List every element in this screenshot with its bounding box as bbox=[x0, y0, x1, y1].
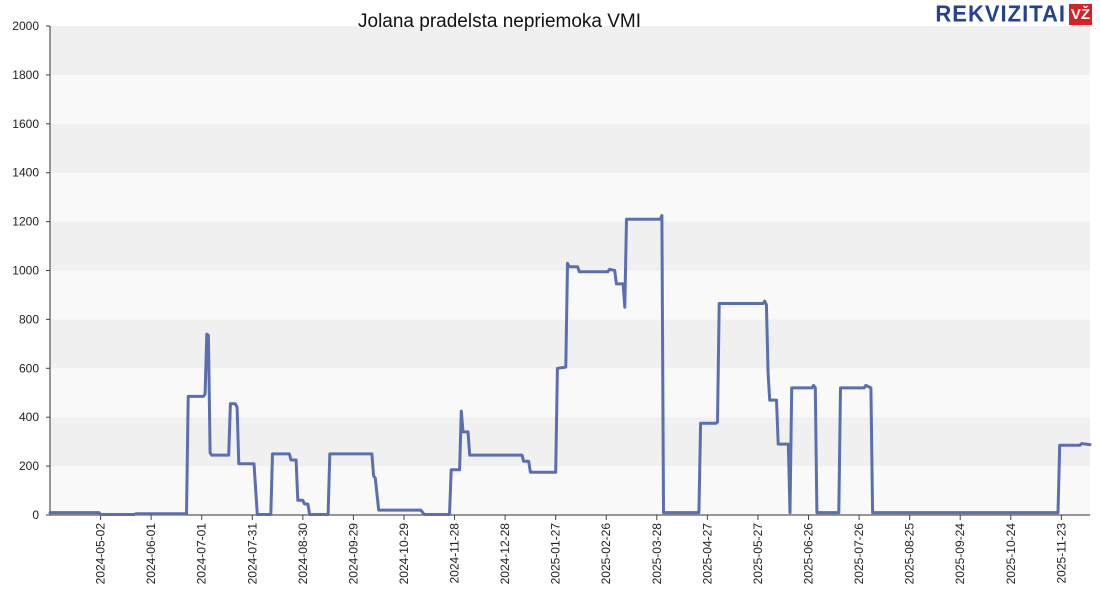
y-tick-label: 1000 bbox=[12, 264, 39, 278]
x-tick-label: 2025-07-26 bbox=[852, 523, 866, 585]
x-tick-label: 2024-07-31 bbox=[245, 523, 259, 585]
x-tick-label: 2024-09-29 bbox=[346, 523, 360, 585]
x-tick-label: 2024-10-29 bbox=[397, 523, 411, 585]
y-tick-label: 400 bbox=[19, 410, 39, 424]
x-tick-label: 2025-06-26 bbox=[802, 523, 816, 585]
x-tick-label: 2025-04-27 bbox=[700, 523, 714, 585]
grid-band bbox=[50, 221, 1090, 271]
x-tick-label: 2024-07-01 bbox=[195, 523, 209, 585]
y-tick-label: 800 bbox=[19, 312, 39, 326]
y-tick-label: 1200 bbox=[12, 215, 39, 229]
x-axis-area bbox=[0, 515, 1100, 590]
grid-band bbox=[50, 172, 1090, 222]
y-tick-label: 1400 bbox=[12, 166, 39, 180]
x-tick-label: 2025-01-27 bbox=[549, 523, 563, 585]
grid-band bbox=[50, 368, 1090, 418]
grid-band bbox=[50, 74, 1090, 124]
y-tick-label: 0 bbox=[32, 508, 39, 522]
grid-band bbox=[50, 417, 1090, 467]
y-tick-label: 200 bbox=[19, 459, 39, 473]
x-tick-label: 2024-05-02 bbox=[94, 523, 108, 585]
x-tick-label: 2025-11-23 bbox=[1054, 523, 1068, 584]
y-tick-label: 1600 bbox=[12, 117, 39, 131]
brand-logo-badge: VŽ bbox=[1069, 3, 1092, 25]
chart-title: Jolana pradelsta nepriemoka VMI bbox=[358, 11, 642, 32]
brand-logo: REKVIZITAI VŽ bbox=[935, 0, 1092, 27]
grid-band bbox=[50, 270, 1090, 320]
grid-band bbox=[50, 466, 1090, 515]
grid-band bbox=[50, 26, 1090, 75]
x-tick-label: 2024-06-01 bbox=[144, 523, 158, 585]
x-tick-label: 2025-09-24 bbox=[953, 523, 967, 585]
x-tick-label: 2024-12-28 bbox=[498, 523, 512, 585]
grid-band bbox=[50, 123, 1090, 173]
grid-band bbox=[50, 319, 1090, 369]
x-tick-label: 2025-03-28 bbox=[650, 523, 664, 585]
x-tick-label: 2025-10-24 bbox=[1004, 523, 1018, 585]
y-tick-label: 1800 bbox=[12, 68, 39, 82]
y-tick-label: 600 bbox=[19, 361, 39, 375]
x-tick-label: 2024-08-30 bbox=[296, 523, 310, 585]
x-tick-label: 2024-11-28 bbox=[448, 523, 462, 584]
series-line bbox=[48, 214, 1092, 516]
x-tick-label: 2025-08-25 bbox=[903, 523, 917, 585]
y-tick-label: 2000 bbox=[12, 19, 39, 33]
brand-logo-text: REKVIZITAI bbox=[935, 0, 1066, 27]
x-tick-label: 2025-02-26 bbox=[599, 523, 613, 585]
x-tick-label: 2025-05-27 bbox=[751, 523, 765, 585]
